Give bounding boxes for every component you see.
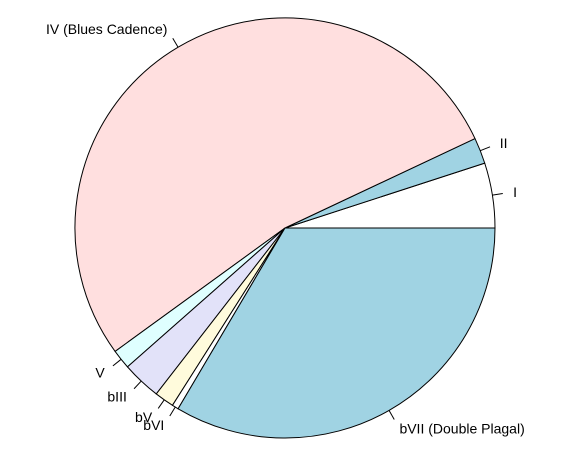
pie-label-iv-blues-cadence: IV (Blues Cadence) <box>46 21 167 37</box>
pie-label-biii: bIII <box>107 388 126 404</box>
pie-leader-biii <box>133 380 142 390</box>
pie-label-bv: bV <box>135 409 153 425</box>
pie-label-bvii-double-plagal: bVII (Double Plagal) <box>399 421 524 437</box>
pie-leader-bvii-double-plagal <box>388 410 395 420</box>
pie-leader-lines <box>112 37 503 420</box>
pie-leader-bv <box>157 399 165 409</box>
pie-leader-i <box>492 193 503 196</box>
pie-label-bvi: bVI <box>143 417 164 433</box>
pie-label-i: I <box>513 184 517 200</box>
pie-label-v: V <box>95 364 105 380</box>
pie-leader-v <box>112 358 122 367</box>
pie-label-ii: II <box>500 135 508 151</box>
pie-leader-bvi <box>169 406 176 417</box>
pie-slice-bvii-double-plagal <box>177 227 496 439</box>
pie-leader-ii <box>480 146 491 152</box>
pie-leader-iv-blues-cadence <box>172 37 179 48</box>
pie-slices <box>74 17 496 439</box>
